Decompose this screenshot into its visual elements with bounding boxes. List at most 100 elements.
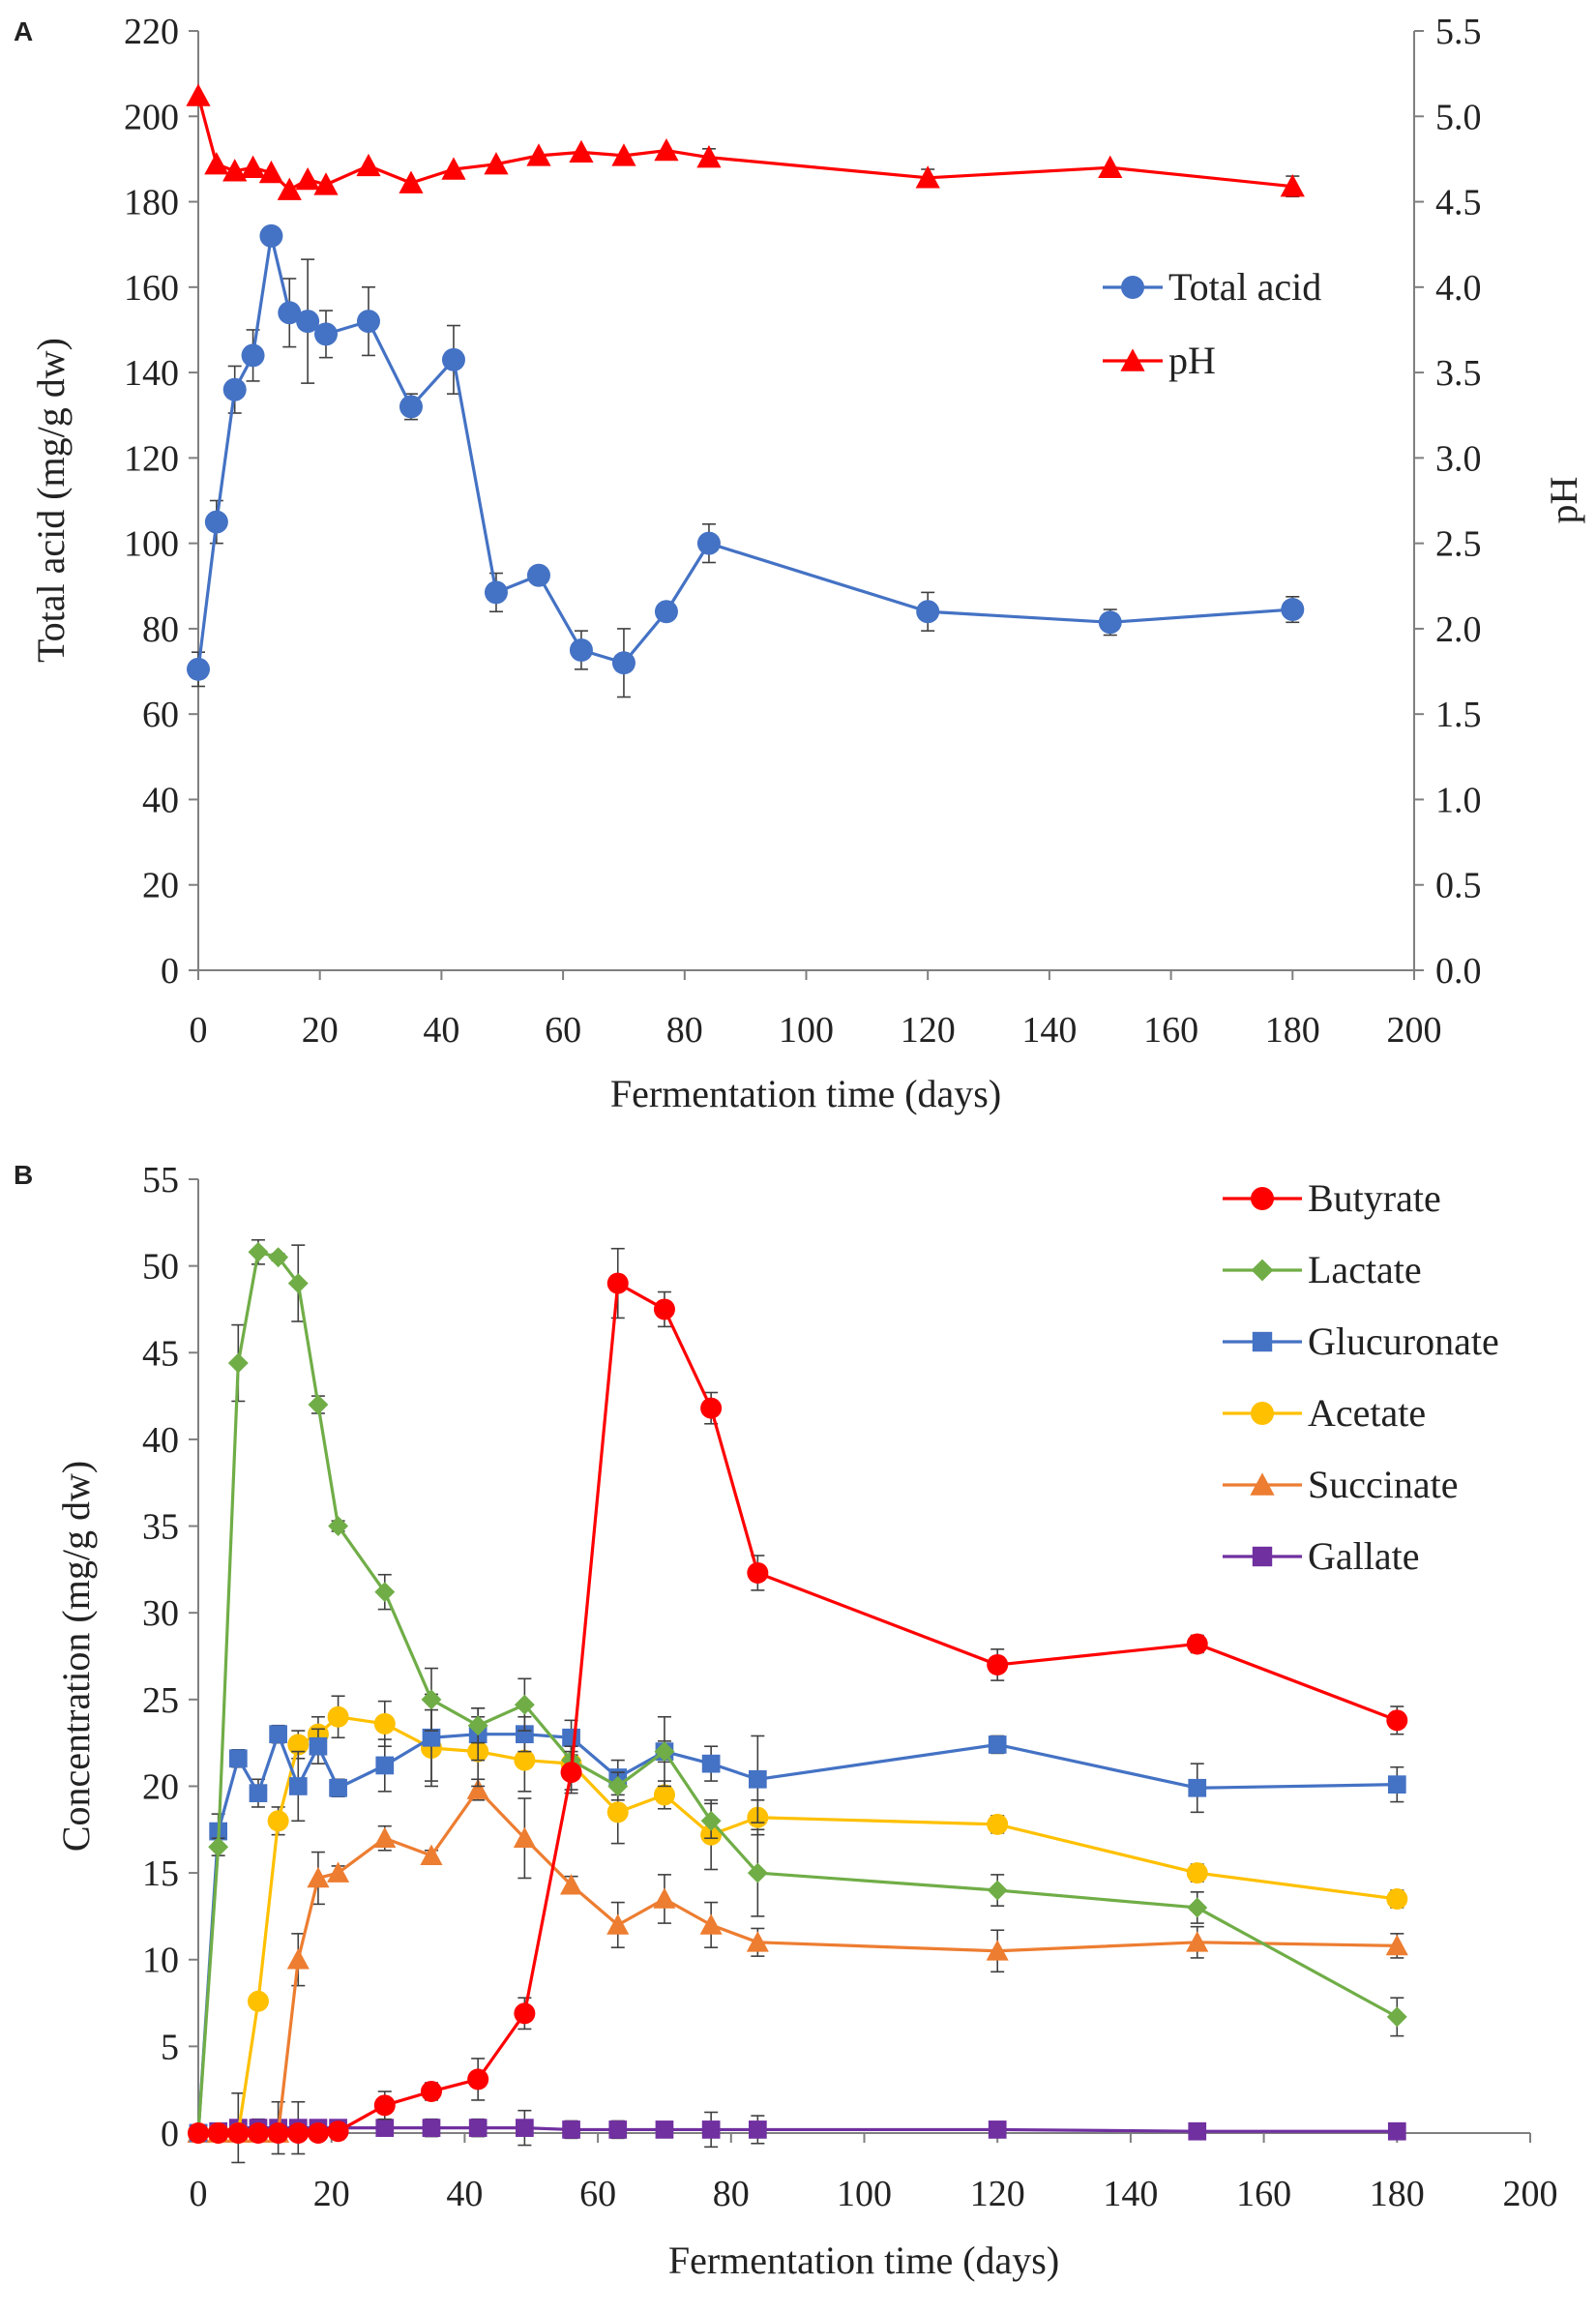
panel-a-point-ph: [356, 153, 381, 177]
panel-a-y2-axis-label: pH: [1542, 477, 1585, 524]
panel-b-point-glucuronate: [1188, 1778, 1207, 1797]
panel-a-point-total-acid: [1098, 610, 1122, 635]
panel-b-series: [187, 1238, 1408, 2164]
panel-a-y-tick-label: 80: [142, 609, 179, 650]
panel-a-x-tick-label: 120: [901, 1010, 956, 1051]
panel-a-y-axis-label: Total acid (mg/g dw): [29, 338, 73, 663]
panel-b-legend-label-acetate: Acetate: [1308, 1391, 1426, 1435]
panel-a-y-tick-label: 20: [142, 866, 179, 906]
panel-b-point-butyrate: [1386, 1709, 1408, 1732]
panel-b-point-gallate: [516, 2119, 534, 2137]
panel-a-point-ph: [240, 155, 266, 178]
panel-a-point-total-acid: [313, 322, 338, 346]
panel-b-point-succinate: [653, 1887, 676, 1909]
panel-a-y2-tick-label: 4.5: [1435, 183, 1482, 223]
panel-a-y-tick-label: 120: [124, 438, 179, 479]
panel-b-series-lactate: [188, 1238, 1407, 2144]
panel-b-point-butyrate: [267, 2122, 289, 2144]
panel-a-point-total-acid: [187, 657, 210, 681]
panel-b-y-tick-label: 10: [142, 1941, 179, 1981]
panel-b-point-lactate: [607, 1776, 629, 1796]
panel-a-point-total-acid: [526, 563, 550, 587]
panel-a-series-ph: [186, 83, 1305, 200]
panel-b-point-gallate: [748, 2120, 767, 2139]
panel-a-y2-tick-label: 3.5: [1435, 353, 1482, 394]
panel-a-point-ph: [399, 170, 424, 193]
panel-a-x-tick-label: 100: [779, 1010, 834, 1051]
panel-a-series: [186, 83, 1305, 698]
panel-a-point-total-acid: [259, 223, 283, 248]
panel-a-legend-marker-total-acid: [1121, 276, 1144, 299]
panel-b-point-succinate: [466, 1778, 489, 1799]
panel-b-point-glucuronate: [269, 1725, 287, 1744]
panel-a-point-ph: [186, 83, 211, 106]
panel-b-point-glucuronate: [288, 1777, 308, 1795]
panel-b-point-butyrate: [606, 1272, 629, 1294]
panel-a-y2-tick-label: 0.0: [1435, 951, 1482, 992]
panel-b-point-glucuronate: [562, 1728, 580, 1747]
panel-b-point-gallate: [655, 2120, 674, 2139]
panel-a-series-total-acid: [187, 223, 1305, 698]
panel-b-legend-marker-succinate: [1250, 1472, 1275, 1496]
panel-a-point-ph: [1280, 174, 1305, 197]
panel-b-point-butyrate: [188, 2122, 209, 2144]
panel-b-point-gallate: [375, 2119, 395, 2137]
panel-b-point-acetate: [1386, 1887, 1408, 1910]
panel-b-point-succinate: [373, 1826, 397, 1849]
panel-b-y-tick-label: 50: [142, 1247, 179, 1288]
panel-a-y2-tick-label: 2.5: [1435, 524, 1482, 565]
panel-a-x-tick-label: 180: [1265, 1010, 1320, 1051]
panel-a-y2-tick-label: 5.5: [1435, 12, 1482, 52]
panel-b-point-succinate: [560, 1874, 583, 1895]
panel-a-legend-label-ph: pH: [1168, 339, 1216, 382]
panel-a-point-ph: [569, 139, 594, 163]
panel-b-point-butyrate: [247, 2122, 269, 2144]
panel-b-point-gallate: [1387, 2121, 1406, 2141]
panel-a-y2-tick-label: 1.5: [1435, 695, 1482, 735]
panel-a-point-ph: [313, 172, 339, 195]
panel-a-point-total-acid: [484, 580, 508, 605]
panel-b-legend-label-gallate: Gallate: [1308, 1534, 1420, 1578]
panel-a-legend-item-total-acid: Total acid: [1103, 265, 1321, 309]
panel-b-point-glucuronate: [375, 1756, 395, 1775]
panel-a-label: A: [14, 16, 33, 46]
panel-b-point-succinate: [420, 1844, 443, 1865]
panel-a-point-ph: [295, 166, 320, 191]
panel-b-legend-item-glucuronate: Glucuronate: [1223, 1320, 1499, 1363]
panel-a-point-total-acid: [569, 638, 593, 662]
panel-b-point-succinate: [699, 1913, 723, 1935]
panel-b-point-lactate: [328, 1516, 349, 1536]
panel-b-point-succinate: [606, 1913, 630, 1935]
panel-b-legend-marker-glucuronate: [1252, 1331, 1273, 1352]
panel-b-point-butyrate: [467, 2068, 489, 2091]
panel-b-legend-marker-gallate: [1252, 1546, 1273, 1567]
panel-a-point-total-acid: [296, 310, 320, 334]
panel-a-point-total-acid: [204, 510, 228, 534]
panel-b-point-succinate: [1186, 1931, 1209, 1952]
panel-b-point-lactate: [374, 1582, 396, 1603]
panel-b-point-acetate: [327, 1705, 349, 1728]
panel-b-point-butyrate: [327, 2120, 349, 2143]
panel-a-y2-tick-label: 0.5: [1435, 866, 1482, 906]
panel-b-legend-label-succinate: Succinate: [1308, 1463, 1459, 1506]
panel-a-x-tick-label: 20: [302, 1010, 339, 1051]
panel-a-y2-tick-label: 1.0: [1435, 780, 1482, 820]
panel-b-legend-item-succinate: Succinate: [1223, 1463, 1459, 1506]
panel-b-point-succinate: [746, 1931, 769, 1952]
panel-b-point-gallate: [1188, 2121, 1207, 2141]
panel-b-y-tick-label: 25: [142, 1680, 179, 1721]
panel-a-point-total-acid: [696, 531, 721, 555]
panel-b-x-tick-label: 120: [970, 2174, 1025, 2214]
panel-b-point-butyrate: [653, 1298, 675, 1320]
panel-b-y-tick-label: 35: [142, 1507, 179, 1548]
panel-b-point-lactate: [514, 1694, 535, 1715]
panel-a-point-ph: [222, 159, 248, 182]
panel-a-y2-tick-label: 3.0: [1435, 438, 1482, 479]
panel-b-point-lactate: [308, 1394, 329, 1415]
panel-b-x-tick-label: 200: [1503, 2174, 1558, 2214]
panel-a-y2-tick-label: 4.0: [1435, 268, 1482, 309]
panel-b-point-glucuronate: [1387, 1775, 1406, 1794]
panel-a-x-axis-label: Fermentation time (days): [610, 1072, 1001, 1115]
panel-a-legend-item-ph: pH: [1103, 339, 1216, 382]
